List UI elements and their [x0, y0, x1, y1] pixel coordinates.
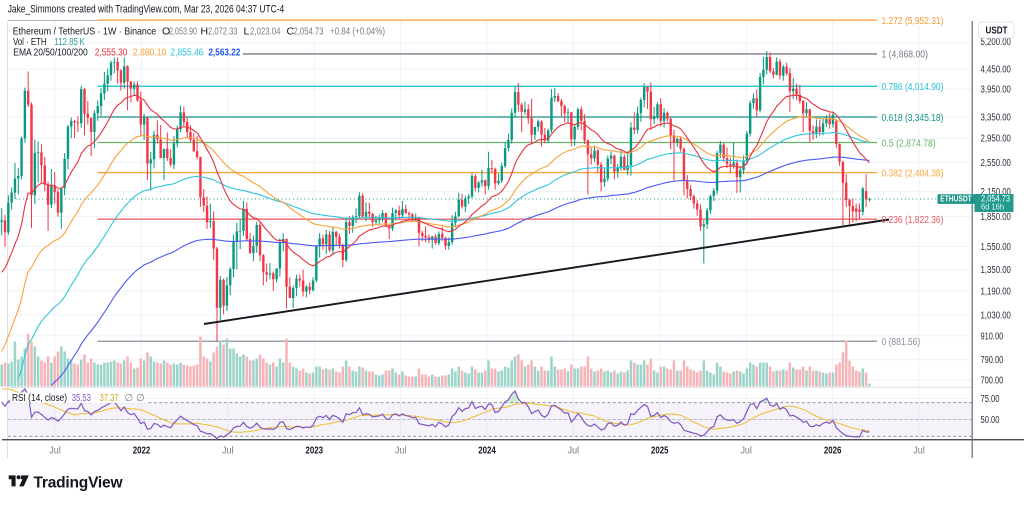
- svg-text:4,450.00: 4,450.00: [981, 65, 1012, 76]
- svg-text:2,555.30: 2,555.30: [95, 48, 128, 59]
- svg-text:2,563.22: 2,563.22: [208, 48, 240, 59]
- svg-text:∅: ∅: [125, 393, 134, 404]
- svg-text:Jul: Jul: [740, 446, 752, 457]
- svg-text:0.618 (3,345.18): 0.618 (3,345.18): [882, 113, 944, 124]
- svg-text:C: C: [287, 26, 295, 38]
- svg-text:2026: 2026: [824, 446, 842, 457]
- svg-text:L: L: [244, 26, 250, 38]
- svg-text:Ethereum / TetherUS · 1W · Bin: Ethereum / TetherUS · 1W · Binance: [13, 26, 157, 38]
- svg-text:790.00: 790.00: [981, 355, 1004, 366]
- svg-text:USDT: USDT: [986, 26, 1008, 37]
- svg-text:0.382 (2,404.38): 0.382 (2,404.38): [882, 168, 944, 179]
- svg-text:EMA 20/50/100/200: EMA 20/50/100/200: [13, 48, 88, 59]
- svg-text:2025: 2025: [651, 446, 669, 457]
- svg-text:1,030.00: 1,030.00: [981, 311, 1012, 322]
- svg-text:Vol · ETH: Vol · ETH: [13, 37, 47, 48]
- svg-text:2,550.00: 2,550.00: [981, 158, 1012, 169]
- svg-text:3,350.00: 3,350.00: [981, 112, 1012, 123]
- svg-text:RSI (14, close): RSI (14, close): [12, 393, 67, 404]
- svg-text:Jul: Jul: [49, 446, 61, 457]
- svg-text:75.00: 75.00: [981, 394, 1000, 405]
- svg-text:5,200.00: 5,200.00: [981, 37, 1012, 48]
- svg-text:2,053.90: 2,053.90: [169, 26, 197, 38]
- svg-text:Jul: Jul: [913, 446, 925, 457]
- svg-text:∅: ∅: [136, 393, 145, 404]
- svg-text:112.85 K: 112.85 K: [54, 37, 85, 48]
- svg-text:3,950.00: 3,950.00: [981, 85, 1012, 96]
- svg-text:TradingView: TradingView: [34, 475, 124, 492]
- svg-text:Jake_Simmons created with Trad: Jake_Simmons created with TradingView.co…: [8, 4, 285, 16]
- svg-text:2,880.10: 2,880.10: [133, 48, 167, 59]
- svg-text:ETHUSDT: ETHUSDT: [940, 195, 972, 204]
- svg-text:35.53: 35.53: [72, 393, 91, 404]
- svg-text:Jul: Jul: [222, 446, 234, 457]
- svg-text:1,350.00: 1,350.00: [981, 265, 1012, 276]
- svg-text:700.00: 700.00: [981, 376, 1004, 387]
- svg-text:0.786 (4,014.90): 0.786 (4,014.90): [882, 82, 944, 93]
- svg-text:6d 16h: 6d 16h: [981, 203, 1004, 212]
- svg-text:1,190.00: 1,190.00: [981, 286, 1012, 297]
- svg-text:Jul: Jul: [568, 446, 580, 457]
- svg-text:0.236 (1,822.36): 0.236 (1,822.36): [882, 215, 944, 226]
- svg-text:H: H: [201, 26, 209, 38]
- svg-text:2,072.33: 2,072.33: [208, 26, 238, 38]
- svg-text:O: O: [162, 26, 170, 38]
- svg-text:0.5 (2,874.78): 0.5 (2,874.78): [882, 138, 936, 149]
- svg-text:Jul: Jul: [395, 446, 407, 457]
- svg-text:1.272 (5,952.31): 1.272 (5,952.31): [882, 16, 944, 27]
- svg-text:2,054.73: 2,054.73: [981, 194, 1010, 204]
- svg-text:2,054.73: 2,054.73: [294, 26, 324, 38]
- svg-text:2024: 2024: [478, 446, 496, 457]
- svg-text:2023: 2023: [305, 446, 323, 457]
- svg-text:2,150.00: 2,150.00: [981, 187, 1012, 198]
- svg-text:2,023.04: 2,023.04: [250, 26, 281, 38]
- svg-text:1,550.00: 1,550.00: [981, 242, 1012, 253]
- svg-text:0 (881.56): 0 (881.56): [882, 337, 921, 348]
- svg-text:2,855.46: 2,855.46: [170, 48, 203, 59]
- svg-text:37.37: 37.37: [100, 393, 119, 404]
- svg-text:910.00: 910.00: [981, 331, 1004, 342]
- svg-text:+0.84 (+0.04%): +0.84 (+0.04%): [330, 26, 385, 38]
- svg-text:1,850.00: 1,850.00: [981, 212, 1012, 223]
- svg-text:1 (4,868.00): 1 (4,868.00): [882, 50, 928, 61]
- svg-text:2022: 2022: [133, 446, 151, 457]
- svg-text:2,950.00: 2,950.00: [981, 134, 1012, 145]
- svg-text:50.00: 50.00: [981, 415, 1000, 426]
